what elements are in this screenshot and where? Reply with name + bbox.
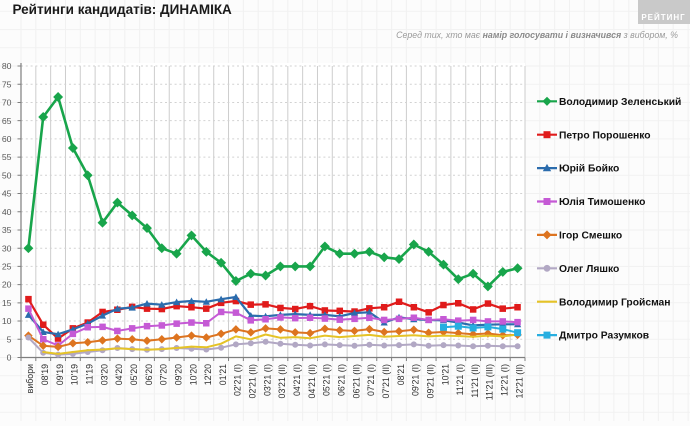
svg-text:Серед тих, хто має намір голос: Серед тих, хто має намір голосувати і ви… [396,30,678,40]
svg-text:06'21 (І): 06'21 (І) [337,364,347,396]
svg-text:40: 40 [2,207,12,217]
svg-text:07'21 (І): 07'21 (І) [366,364,376,396]
svg-text:Ігор Смешко: Ігор Смешко [559,231,622,242]
svg-text:75: 75 [2,79,12,89]
svg-text:06'21 (ІІ): 06'21 (ІІ) [351,364,361,399]
svg-text:05'21 (І): 05'21 (І) [322,364,332,396]
svg-text:65: 65 [2,116,12,126]
svg-text:10'19: 10'19 [70,364,80,385]
svg-text:09'19: 09'19 [55,364,65,385]
svg-text:Юлія Тимошенко: Юлія Тимошенко [559,197,645,208]
svg-text:Володимир Гройсман: Володимир Гройсман [559,297,671,308]
svg-text:11'21 (ІІІ): 11'21 (ІІІ) [485,364,495,400]
svg-text:03'21 (ІІ): 03'21 (ІІ) [277,364,287,399]
svg-text:10'21: 10'21 [440,364,450,385]
svg-text:08'21: 08'21 [396,364,406,385]
svg-text:12'21 (ІІ): 12'21 (ІІ) [514,364,524,399]
svg-text:03'21 (І): 03'21 (І) [262,364,272,396]
svg-text:12'21 (І): 12'21 (І) [500,364,510,396]
svg-text:02'21 (ІІ): 02'21 (ІІ) [248,364,258,399]
svg-text:30: 30 [2,243,12,253]
svg-text:РЕЙТИНГ: РЕЙТИНГ [641,13,685,22]
svg-text:11'19: 11'19 [85,364,95,385]
svg-text:0: 0 [7,353,12,363]
svg-text:Володимир Зеленський: Володимир Зеленський [559,97,681,108]
svg-text:07'20: 07'20 [159,364,169,385]
svg-text:5: 5 [7,334,12,344]
svg-text:04'21 (І): 04'21 (І) [292,364,302,396]
svg-text:55: 55 [2,152,12,162]
svg-text:25: 25 [2,262,12,272]
svg-text:09'21 (ІІ): 09'21 (ІІ) [425,364,435,399]
svg-text:50: 50 [2,170,12,180]
svg-text:03'20: 03'20 [99,364,109,385]
svg-text:01'21: 01'21 [218,364,228,385]
svg-text:11'21 (ІІ): 11'21 (ІІ) [470,364,480,398]
svg-text:20: 20 [2,280,12,290]
svg-text:11'21 (І): 11'21 (І) [455,364,465,395]
svg-text:70: 70 [2,98,12,108]
svg-text:09'21 (І): 09'21 (І) [411,364,421,396]
svg-text:04'21 (ІІ): 04'21 (ІІ) [307,364,317,399]
svg-text:45: 45 [2,189,12,199]
svg-text:80: 80 [2,61,12,71]
svg-text:07'21 (ІІ): 07'21 (ІІ) [381,364,391,399]
svg-text:12'20: 12'20 [203,364,213,385]
svg-text:10: 10 [2,316,12,326]
svg-text:05'20: 05'20 [129,364,139,385]
svg-text:60: 60 [2,134,12,144]
svg-text:10'20: 10'20 [188,364,198,385]
svg-text:08'19: 08'19 [40,364,50,385]
svg-text:вибори: вибори [25,364,35,393]
svg-text:35: 35 [2,225,12,235]
svg-text:Рейтинги кандидатів: ДИНАМІКА: Рейтинги кандидатів: ДИНАМІКА [13,2,233,17]
svg-text:04'20: 04'20 [114,364,124,385]
svg-text:Юрій Бойко: Юрій Бойко [559,164,619,175]
svg-text:Олег Ляшко: Олег Ляшко [559,264,619,275]
svg-text:15: 15 [2,298,12,308]
svg-text:Петро Порошенко: Петро Порошенко [559,130,651,141]
svg-text:09'20: 09'20 [173,364,183,385]
svg-text:06'20: 06'20 [144,364,154,385]
svg-text:02'21 (І): 02'21 (І) [233,364,243,396]
svg-text:Дмитро Разумков: Дмитро Разумков [559,331,649,342]
